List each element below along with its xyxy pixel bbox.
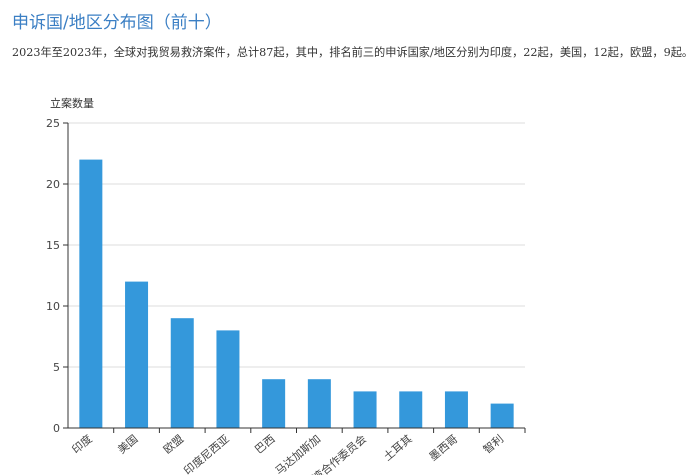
bar[interactable]	[490, 403, 514, 428]
bar[interactable]	[79, 159, 103, 428]
bar[interactable]	[353, 391, 377, 428]
x-tick-label: 印度尼西亚	[181, 432, 232, 475]
bars	[79, 159, 514, 428]
bar[interactable]	[307, 379, 331, 428]
y-tick-label: 25	[46, 117, 60, 130]
bar[interactable]	[170, 318, 194, 428]
x-tick-label: 印度	[69, 432, 95, 457]
x-tick-label: 墨西哥	[427, 432, 461, 463]
bar[interactable]	[399, 391, 423, 428]
bar[interactable]	[125, 281, 149, 428]
x-tick-label: 土耳其	[381, 432, 415, 463]
x-tick-label: 美国	[115, 432, 140, 456]
summary-text: 2023年至2023年，全球对我贸易救济案件，总计87起，其中，排名前三的申诉国…	[12, 46, 694, 59]
x-tick-label: 欧盟	[161, 432, 186, 456]
y-tick-label: 5	[53, 361, 60, 374]
bar[interactable]	[444, 391, 468, 428]
y-tick-label: 15	[46, 239, 60, 252]
x-tick-label: 智利	[480, 432, 506, 457]
y-axis-label: 立案数量	[50, 96, 94, 110]
y-tick-label: 10	[46, 300, 60, 313]
y-tick-label: 20	[46, 178, 60, 191]
bar[interactable]	[262, 379, 286, 428]
y-tick-label: 0	[53, 422, 60, 435]
x-tick-label: 马达加斯加	[273, 432, 323, 475]
page-title: 申诉国/地区分布图（前十）	[12, 13, 222, 33]
bar[interactable]	[216, 330, 240, 428]
x-tick-label: 巴西	[252, 432, 277, 456]
